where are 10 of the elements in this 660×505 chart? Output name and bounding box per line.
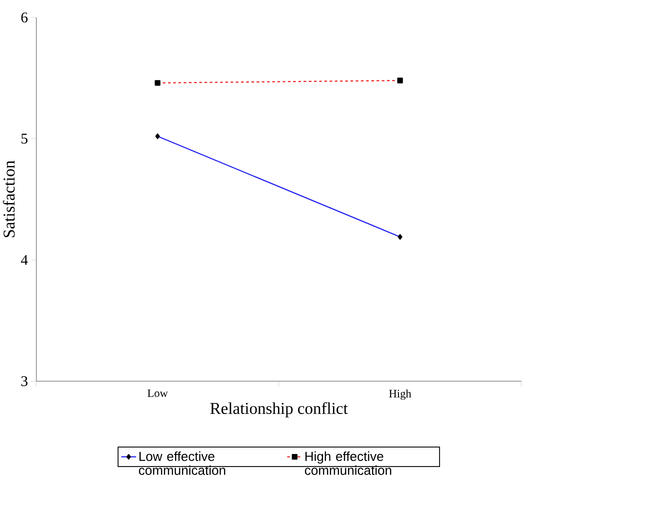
y-axis-title: Satisfaction xyxy=(2,160,15,238)
y-tick-label: 5 xyxy=(22,134,28,144)
y-tick-label: 4 xyxy=(20,255,28,265)
legend-label: Low effective communication xyxy=(138,451,226,475)
y-tick-label: 6 xyxy=(21,12,28,22)
x-tick-label: High xyxy=(389,389,412,400)
x-axis-title: Relationship conflict xyxy=(210,402,348,418)
legend-label: High effective communication xyxy=(304,451,392,475)
y-tick-label: 3 xyxy=(21,376,28,386)
x-tick-label: Low xyxy=(148,389,168,397)
